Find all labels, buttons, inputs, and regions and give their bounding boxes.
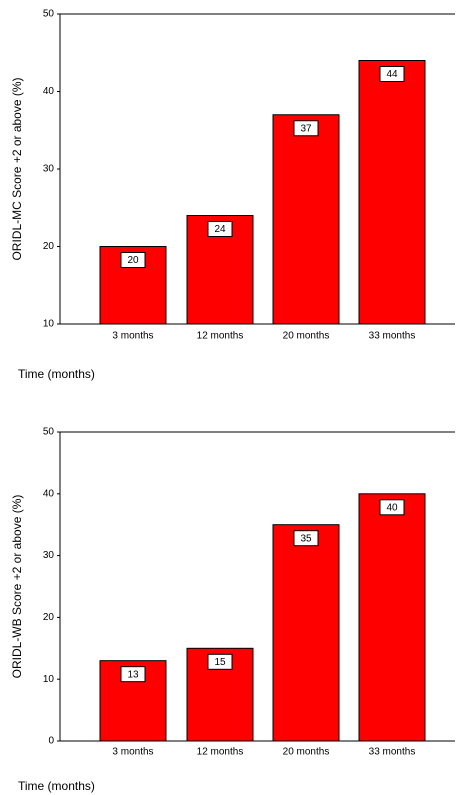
y-tick-label: 10 xyxy=(43,319,55,330)
y-tick-label: 20 xyxy=(43,612,55,623)
x-tick-label: 33 months xyxy=(369,747,416,758)
value-label: 13 xyxy=(127,669,139,680)
y-tick-label: 40 xyxy=(43,488,55,499)
value-label: 37 xyxy=(300,123,312,134)
bar xyxy=(358,493,426,742)
value-label-box xyxy=(120,252,146,268)
bar xyxy=(272,114,340,325)
value-label: 40 xyxy=(386,502,398,513)
value-label: 44 xyxy=(386,69,398,80)
value-label: 15 xyxy=(214,657,226,668)
y-axis-label: ORIDL-MC Score +2 or above (%) xyxy=(10,77,24,260)
y-tick-label: 20 xyxy=(43,241,55,252)
y-tick-label: 30 xyxy=(43,550,55,561)
y-tick-label: 30 xyxy=(43,164,55,175)
x-axis-label: Time (months) xyxy=(18,367,95,381)
x-tick-label: 33 months xyxy=(369,331,416,342)
y-tick-label: 10 xyxy=(43,674,55,685)
y-axis-label: ORIDL-WB Score +2 or above (%) xyxy=(10,495,24,679)
value-label-box xyxy=(379,66,405,82)
value-label-box xyxy=(293,530,319,547)
y-tick-label: 50 xyxy=(43,427,55,438)
value-label-box xyxy=(207,221,233,237)
x-tick-label: 12 months xyxy=(197,331,244,342)
y-tick-label: 40 xyxy=(43,86,55,97)
x-tick-label: 20 months xyxy=(283,747,330,758)
value-label: 35 xyxy=(300,533,312,544)
x-tick-label: 3 months xyxy=(112,331,153,342)
x-axis-label: Time (months) xyxy=(18,779,95,793)
value-label-box xyxy=(379,499,405,516)
value-label: 20 xyxy=(127,255,139,266)
y-tick-label: 50 xyxy=(43,9,55,20)
value-label: 24 xyxy=(214,224,226,235)
bar xyxy=(358,60,426,325)
bar xyxy=(272,524,340,742)
x-tick-label: 20 months xyxy=(283,331,330,342)
y-tick-label: 0 xyxy=(48,736,54,747)
x-tick-label: 3 months xyxy=(112,747,153,758)
value-label-box xyxy=(120,666,146,683)
value-label-box xyxy=(207,653,233,670)
value-label-box xyxy=(293,120,319,137)
x-tick-label: 12 months xyxy=(197,747,244,758)
